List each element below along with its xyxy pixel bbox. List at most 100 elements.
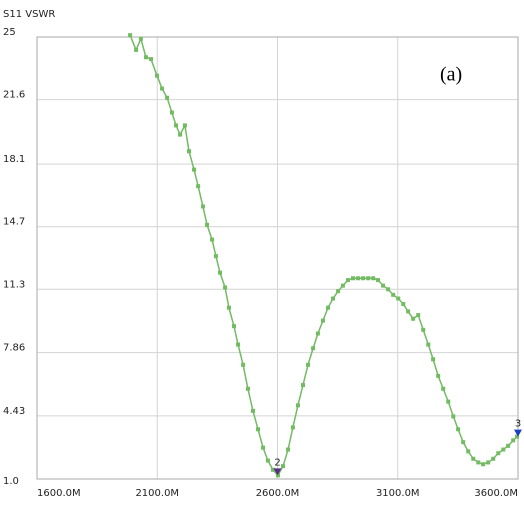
- point: [386, 287, 391, 292]
- point: [311, 346, 316, 351]
- point: [281, 464, 286, 469]
- x-tick-label: 1600.0M: [37, 488, 81, 499]
- point: [205, 222, 210, 227]
- point: [511, 438, 516, 443]
- point: [210, 237, 215, 242]
- line: [129, 34, 518, 477]
- point: [491, 456, 496, 461]
- point: [441, 386, 446, 391]
- point: [436, 373, 441, 378]
- point: [196, 184, 201, 189]
- x-tick-label: 3100.0M: [376, 488, 420, 499]
- point: [250, 408, 255, 413]
- point: [411, 316, 416, 321]
- point: [155, 73, 160, 78]
- point: [381, 283, 386, 288]
- point: [174, 123, 179, 128]
- point: [148, 57, 153, 62]
- point: [496, 451, 501, 456]
- y-tick-label: 11.3: [3, 279, 25, 290]
- point: [315, 331, 320, 336]
- y-tick-label: 25: [3, 27, 16, 38]
- point: [200, 204, 205, 209]
- point: [461, 440, 466, 445]
- point: [371, 276, 376, 281]
- marker-label: 3: [515, 419, 521, 430]
- point: [165, 95, 170, 100]
- point: [218, 270, 223, 275]
- marker-label: 2: [274, 457, 280, 468]
- point: [456, 427, 461, 432]
- point: [290, 425, 295, 430]
- point: [351, 276, 356, 281]
- point: [426, 342, 431, 347]
- point: [515, 434, 520, 439]
- point: [421, 327, 426, 332]
- point: [245, 386, 250, 391]
- point: [331, 296, 336, 301]
- point: [451, 414, 456, 419]
- point: [336, 289, 341, 294]
- marker: [514, 429, 522, 437]
- point: [366, 276, 371, 281]
- point: [476, 460, 481, 465]
- point: [361, 276, 366, 281]
- point: [466, 449, 471, 454]
- x-tick-label: 3600.0M: [474, 488, 518, 499]
- point: [178, 132, 183, 137]
- point: [169, 110, 174, 115]
- point: [134, 47, 139, 52]
- point: [138, 36, 143, 41]
- point: [326, 305, 331, 310]
- point: [320, 318, 325, 323]
- point: [270, 467, 275, 472]
- point: [396, 296, 401, 301]
- point: [143, 55, 148, 60]
- y-tick-label: 18.1: [3, 154, 25, 165]
- point: [241, 362, 246, 367]
- y-tick-label: 1.0: [3, 476, 19, 487]
- point: [231, 324, 236, 329]
- point: [236, 342, 241, 347]
- point: [401, 302, 406, 307]
- point: [416, 313, 421, 318]
- y-tick-label: 7.86: [3, 343, 25, 354]
- point: [391, 292, 396, 297]
- point: [340, 283, 345, 288]
- point: [481, 462, 486, 467]
- point: [376, 278, 381, 283]
- point: [295, 403, 300, 408]
- y-tick-label: 4.43: [3, 406, 25, 417]
- point: [286, 447, 291, 452]
- plot-frame: [36, 36, 519, 480]
- point: [345, 278, 350, 283]
- y-tick-label: 21.6: [3, 90, 25, 101]
- point: [446, 399, 451, 404]
- point: [223, 285, 228, 290]
- point: [431, 357, 436, 362]
- annotation: (a): [440, 64, 462, 86]
- point: [506, 443, 511, 448]
- point: [160, 86, 165, 91]
- point: [356, 276, 361, 281]
- marker: [273, 468, 282, 476]
- point: [275, 473, 280, 478]
- point: [128, 33, 133, 38]
- point: [256, 427, 261, 432]
- x-tick-label: 2100.0M: [135, 488, 179, 499]
- point: [226, 305, 231, 310]
- point: [406, 309, 411, 314]
- point: [186, 149, 191, 154]
- point: [192, 167, 197, 172]
- point: [182, 123, 187, 128]
- point: [471, 456, 476, 461]
- point: [486, 460, 491, 465]
- point: [306, 362, 311, 367]
- y-tick-label: 14.7: [3, 217, 25, 228]
- chart-title: S11 VSWR: [3, 9, 55, 20]
- point: [300, 383, 305, 388]
- point: [265, 458, 270, 463]
- point: [213, 254, 218, 259]
- x-tick-label: 2600.0M: [256, 488, 300, 499]
